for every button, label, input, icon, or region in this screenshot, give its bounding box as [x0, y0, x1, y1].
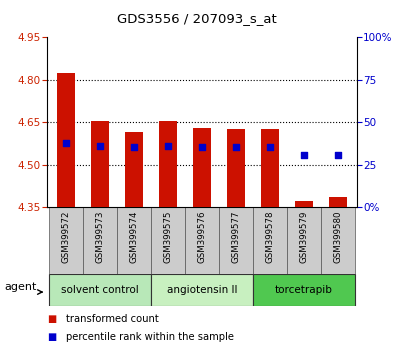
Bar	[83, 207, 117, 274]
Text: agent: agent	[4, 282, 36, 292]
Text: percentile rank within the sample: percentile rank within the sample	[65, 332, 233, 342]
Bar	[252, 207, 286, 274]
Point	[266, 144, 272, 150]
Text: ■: ■	[47, 314, 56, 324]
Text: ■: ■	[47, 332, 56, 342]
Point	[164, 143, 171, 149]
Text: GSM399579: GSM399579	[299, 210, 308, 263]
Point	[97, 143, 103, 149]
Bar	[124, 132, 143, 207]
Bar	[49, 274, 151, 306]
Point	[300, 152, 306, 158]
Text: GSM399580: GSM399580	[333, 210, 342, 263]
Bar	[56, 73, 75, 207]
Text: torcetrapib: torcetrapib	[274, 285, 332, 295]
Text: solvent control: solvent control	[61, 285, 138, 295]
Text: GSM399576: GSM399576	[197, 210, 206, 263]
Text: GSM399578: GSM399578	[265, 210, 274, 263]
Bar	[117, 207, 151, 274]
Bar	[49, 207, 83, 274]
Point	[334, 152, 340, 158]
Bar	[90, 121, 109, 207]
Point	[198, 144, 204, 150]
Bar	[286, 207, 320, 274]
Bar	[226, 129, 245, 207]
Text: GSM399572: GSM399572	[61, 210, 70, 263]
Bar	[192, 128, 211, 207]
Bar	[328, 197, 346, 207]
Point	[232, 144, 238, 150]
Point	[63, 141, 69, 146]
Point	[130, 144, 137, 150]
Bar	[260, 129, 279, 207]
Text: GDS3556 / 207093_s_at: GDS3556 / 207093_s_at	[117, 12, 276, 25]
Text: transformed count: transformed count	[65, 314, 158, 324]
Text: GSM399573: GSM399573	[95, 210, 104, 263]
Bar	[294, 201, 312, 207]
Text: GSM399574: GSM399574	[129, 210, 138, 263]
Text: angiotensin II: angiotensin II	[166, 285, 236, 295]
Bar	[252, 274, 354, 306]
Text: GSM399577: GSM399577	[231, 210, 240, 263]
Bar	[218, 207, 252, 274]
Bar	[320, 207, 354, 274]
Bar	[184, 207, 218, 274]
Bar	[151, 207, 184, 274]
Bar	[158, 121, 177, 207]
Bar	[151, 274, 252, 306]
Text: GSM399575: GSM399575	[163, 210, 172, 263]
